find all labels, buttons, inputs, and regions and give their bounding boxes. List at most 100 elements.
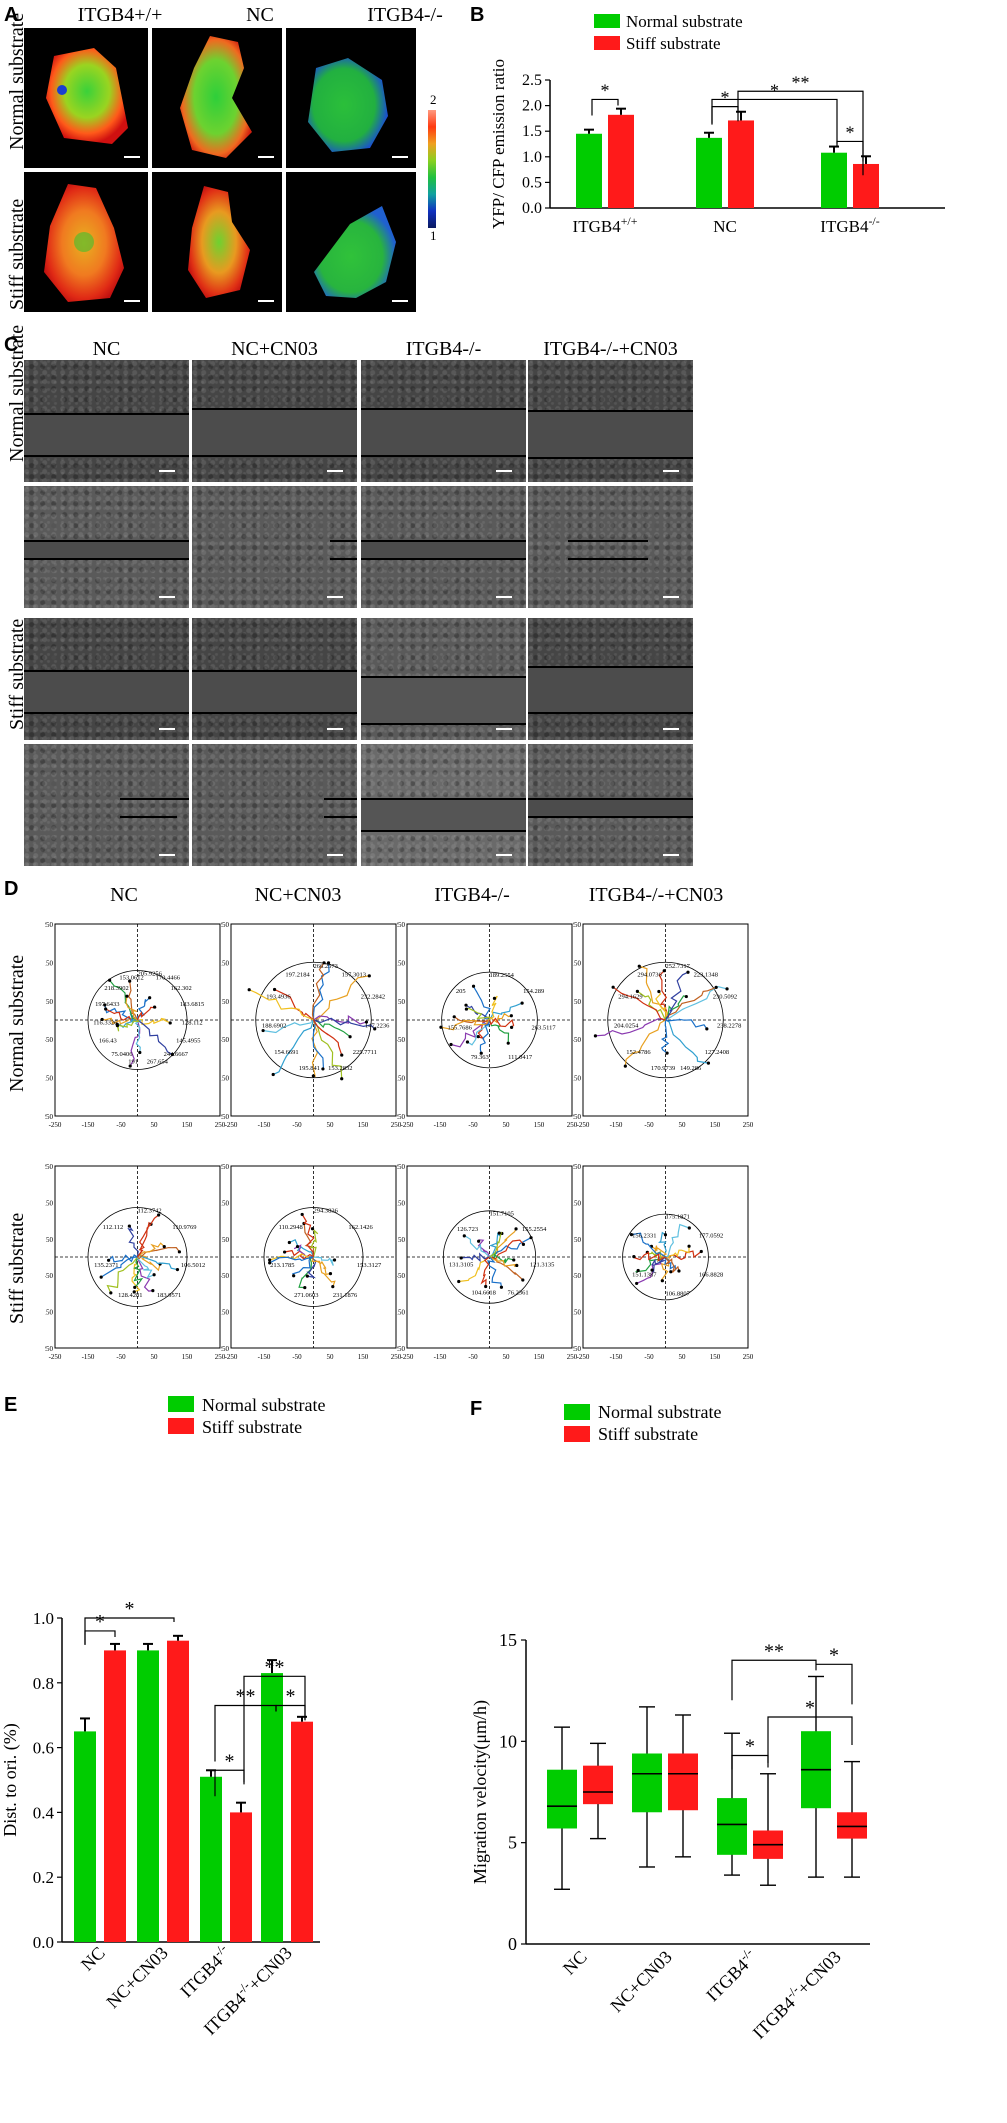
scale-bar <box>124 156 140 158</box>
y-tick-label: 250 <box>221 921 230 929</box>
trajectory-endpoint <box>305 1274 309 1278</box>
sig-bracket-star: ** <box>265 1656 285 1678</box>
trajectory <box>292 1256 314 1276</box>
legend-label: Stiff substrate <box>626 34 721 53</box>
trajectory <box>105 1008 138 1022</box>
fret-image-nc-normal <box>152 28 282 168</box>
y-tick-label: 150 <box>397 959 406 967</box>
trajectory <box>477 1239 491 1258</box>
sig-bracket <box>737 90 864 176</box>
trajectory-endpoint <box>464 1007 469 1011</box>
scale-bar <box>663 854 679 856</box>
x-tick-label: -50 <box>644 1353 654 1361</box>
scale-bar <box>124 300 140 302</box>
endpoint-label: 170.4466 <box>156 974 181 981</box>
trajectory-endpoint <box>138 1050 142 1055</box>
y-tick-label: 250 <box>397 1163 406 1171</box>
y-tick-label: -250 <box>397 1113 405 1121</box>
scratch-image-nc-stiff-24h <box>24 744 189 866</box>
trajectory <box>263 1019 314 1034</box>
trajectory-endpoint <box>177 1250 181 1254</box>
sig-bracket <box>731 1659 817 1701</box>
trajectory <box>461 1252 490 1263</box>
trajectory-endpoint <box>168 1021 172 1025</box>
x-tick-label: -250 <box>401 1121 414 1129</box>
panel-d-row-1: Normal substrate <box>6 954 28 1092</box>
x-tick-label: -250 <box>577 1353 590 1361</box>
y-tick-label: -250 <box>221 1345 229 1353</box>
trajectory <box>137 1242 165 1258</box>
y-tick-label: -150 <box>397 1309 405 1317</box>
scale-bar <box>496 854 512 856</box>
endpoint-label: 106.5012 <box>181 1262 205 1269</box>
x-tick-label: NC <box>77 1943 109 1975</box>
sig-bracket <box>591 98 619 116</box>
trajectory <box>311 1256 336 1287</box>
x-tick-label: ITGB4-/- <box>701 1945 761 2005</box>
scale-bar <box>327 596 343 598</box>
legend-swatch <box>594 14 620 28</box>
trajectory-plot-nc-stiff: -250 -150 -50 50 150 250 250 150 50 -50 -150 -250 11… <box>45 1163 226 1361</box>
trajectory-endpoint <box>268 1261 272 1265</box>
trajectory-endpoint <box>650 1268 654 1272</box>
y-tick-label: 250 <box>573 921 582 929</box>
scratch-image-nc-normal-0h <box>24 360 189 482</box>
trajectory-endpoint <box>705 1027 709 1031</box>
panel-label-c: C <box>4 334 19 356</box>
sig-bracket-star: * <box>225 1750 235 1772</box>
x-tick-label: -250 <box>577 1121 590 1129</box>
x-tick-label: NC+CN03 <box>102 1943 171 2012</box>
y-tick-label: 50 <box>398 998 406 1006</box>
trajectory <box>665 1019 709 1064</box>
trajectory-endpoint <box>635 989 640 993</box>
endpoint-label: 128.112 <box>182 1020 203 1027</box>
trajectory <box>472 985 491 1021</box>
scale-bar <box>663 728 679 730</box>
y-tick-label: 0.5 <box>522 174 542 191</box>
x-tick-label: 150 <box>534 1353 545 1361</box>
trajectory-endpoint <box>515 1263 519 1268</box>
y-tick-label: -150 <box>45 1075 53 1083</box>
y-tick-label: -150 <box>573 1309 581 1317</box>
bar <box>728 120 754 208</box>
sig-bracket-star: * <box>95 1611 105 1633</box>
y-tick-label: 250 <box>573 1163 582 1171</box>
x-tick-label: 250 <box>391 1121 402 1129</box>
trajectory-endpoint <box>521 1278 525 1282</box>
trajectory-endpoint <box>331 1285 335 1289</box>
scratch-image-nccn03-normal-0h <box>192 360 357 482</box>
endpoint-label: 154.6691 <box>274 1049 298 1056</box>
y-tick-label: 10 <box>499 1731 517 1751</box>
y-tick-label: 0.4 <box>33 1803 55 1822</box>
trajectory-endpoint <box>714 985 718 990</box>
sig-bracket-star: * <box>745 1736 755 1758</box>
trajectory-endpoint <box>663 1233 668 1237</box>
box <box>632 1753 662 1813</box>
trajectory <box>466 1007 491 1021</box>
y-tick-label: 0.0 <box>33 1933 54 1952</box>
x-tick-label: 250 <box>215 1353 226 1361</box>
endpoint-label: 166.8828 <box>699 1271 723 1278</box>
trajectory-endpoint <box>271 1072 275 1077</box>
trajectory <box>116 1019 140 1032</box>
panel-label-a: A <box>4 4 19 26</box>
endpoint-label: 155.7686 <box>448 1025 473 1032</box>
trajectory <box>637 990 667 1021</box>
trajectory <box>489 1002 523 1021</box>
y-tick-label: 50 <box>222 998 230 1006</box>
x-tick-label: -50 <box>292 1353 302 1361</box>
y-tick-label: -250 <box>573 1113 581 1121</box>
trajectory-endpoint <box>512 1258 516 1262</box>
trajectory-endpoint <box>133 1285 137 1289</box>
bar <box>821 152 847 208</box>
endpoint-label: 213.1785 <box>270 1262 294 1269</box>
sig-bracket <box>767 1716 853 1764</box>
trajectory <box>309 1228 319 1258</box>
endpoint-label: 110.9769 <box>172 1224 196 1231</box>
trajectory-endpoint <box>162 1245 166 1249</box>
trajectory-plot-itgb-normal: -250 -150 -50 50 150 250 250 150 50 -50 -150 -250 18… <box>397 921 578 1129</box>
x-tick-label: -250 <box>49 1353 62 1361</box>
endpoint-label: 153.2832 <box>328 1065 352 1072</box>
trajectory-endpoint <box>684 994 688 999</box>
trajectory <box>489 1239 524 1260</box>
